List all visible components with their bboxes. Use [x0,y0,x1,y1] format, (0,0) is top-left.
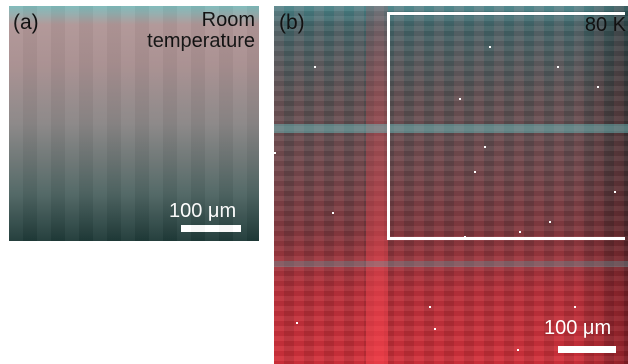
speck [474,171,476,173]
panel-b-scale-bar [558,346,616,353]
panel-a-label: (a) [13,11,39,34]
speck [557,66,559,68]
panel-b-label: (b) [279,11,305,34]
image-texture [274,6,628,364]
speck [314,66,316,68]
cyan-band-lower [274,261,628,267]
panel-a-scale-bar [181,225,241,232]
panel-b-annotation: 80 K [584,14,626,36]
speck [549,221,551,223]
bright-stripe [366,6,388,364]
speck [597,86,599,88]
micrograph-80k: (b) 80 K 100 μm [274,6,628,364]
speck [429,306,431,308]
speck [332,212,334,214]
panel-a-annotation: Room temperature [147,10,255,52]
speck [614,191,616,193]
micrograph-room-temperature: (a) Room temperature 100 μm [9,6,259,241]
speck [459,98,461,100]
speck [517,349,519,351]
speck [274,152,276,154]
region-of-interest-box [387,12,625,240]
cyan-band [274,124,628,133]
speck [489,46,491,48]
speck [574,306,576,308]
annotation-line-1: Room [201,9,255,31]
speck [434,328,436,330]
annotation-line-2: temperature [147,30,255,52]
speck [519,231,521,233]
speck [296,322,298,324]
speck [484,146,486,148]
panel-b-scale-label: 100 μm [544,317,612,339]
panel-a-scale-label: 100 μm [169,200,237,222]
